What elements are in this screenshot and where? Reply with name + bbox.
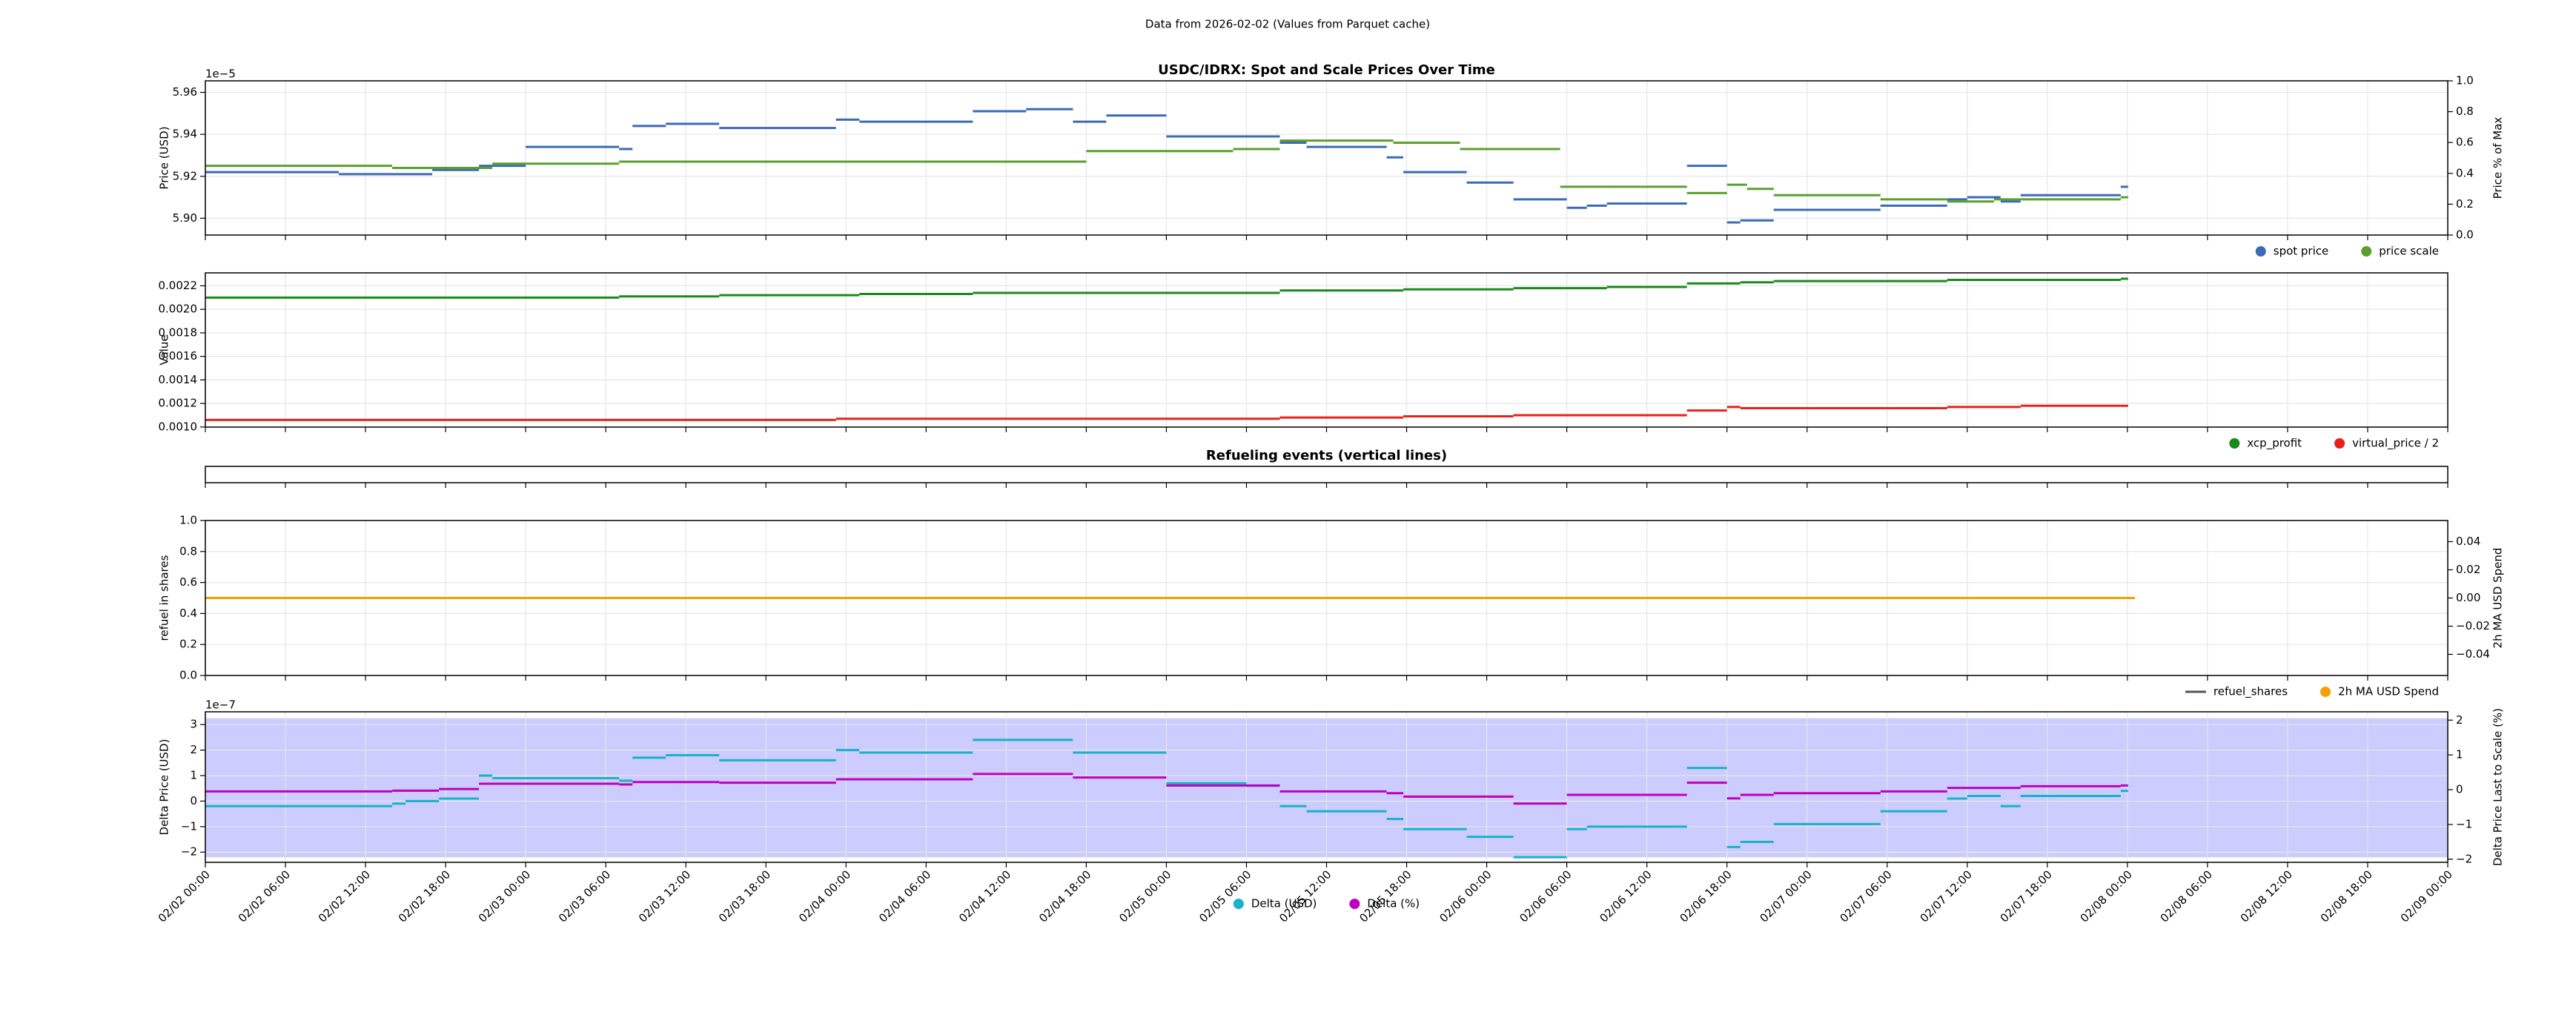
y-offset-label: 1e−7	[205, 698, 236, 712]
y2-tick-label: 0.00	[2456, 591, 2480, 604]
legend-key	[2255, 246, 2266, 257]
y-tick-label: −2	[181, 845, 197, 859]
legend-key	[1349, 899, 1360, 909]
y2-tick-label: 0.02	[2456, 563, 2480, 576]
y2-tick-label: −0.02	[2456, 619, 2490, 632]
x-tick-label: 02/03 12:00	[636, 868, 693, 925]
axes-frame	[205, 466, 2448, 483]
x-tick-label: 02/08 18:00	[2318, 868, 2375, 925]
y2-axis-label: Price % of Max	[2491, 117, 2505, 199]
y-tick-label: 2	[190, 743, 197, 756]
x-tick-label: 02/07 00:00	[1757, 868, 1814, 925]
y-tick-label: −1	[181, 819, 197, 833]
x-tick-label: 02/03 00:00	[476, 868, 533, 925]
y-tick-label: 0.4	[179, 607, 197, 620]
y2-tick-label: 1	[2456, 748, 2463, 761]
y-tick-label: 0	[190, 794, 197, 807]
y-axis-label: Price (USD)	[158, 126, 171, 189]
legend-label: Delta (USD)	[1251, 897, 1317, 911]
x-tick-label: 02/08 12:00	[2238, 868, 2295, 925]
legend-key	[2229, 438, 2240, 449]
axes-title: USDC/IDRX: Spot and Scale Prices Over Ti…	[1158, 62, 1495, 78]
legend-key	[2361, 246, 2372, 257]
y-tick-label: 5.90	[173, 211, 197, 225]
x-tick-label: 02/07 12:00	[1918, 868, 1975, 925]
y-tick-label: 0.0016	[159, 349, 198, 363]
x-tick-label: 02/03 06:00	[556, 868, 613, 925]
y-axis-label: Value	[158, 334, 171, 365]
legend-key	[2320, 687, 2331, 697]
y2-axis-label: 2h MA USD Spend	[2491, 548, 2505, 649]
y2-tick-label: 0.8	[2456, 105, 2474, 118]
y2-tick-label: 0.2	[2456, 197, 2474, 211]
x-tick-label: 02/09 00:00	[2398, 868, 2455, 925]
y-tick-label: 0.0012	[159, 397, 198, 410]
x-tick-label: 02/04 12:00	[956, 868, 1013, 925]
y-tick-label: 0.0010	[159, 420, 198, 433]
y-tick-label: 0.6	[179, 575, 197, 589]
figure-title: Data from 2026-02-02 (Values from Parque…	[1145, 18, 1430, 31]
y2-tick-label: 0.6	[2456, 136, 2474, 149]
y2-tick-label: 0.04	[2456, 535, 2480, 548]
legend-key	[1233, 899, 1244, 909]
y-axis-label: Delta Price (USD)	[158, 739, 171, 836]
y2-tick-label: −2	[2456, 852, 2472, 865]
y-tick-label: 3	[190, 718, 197, 731]
x-tick-label: 02/02 12:00	[316, 868, 373, 925]
legend-label: Delta (%)	[1367, 897, 1420, 911]
x-tick-label: 02/02 06:00	[236, 868, 293, 925]
y-tick-label: 1.0	[179, 514, 197, 527]
y-tick-label: 0.0014	[159, 373, 198, 386]
x-tick-label: 02/07 18:00	[1998, 868, 2055, 925]
axes-frame	[205, 520, 2448, 676]
y2-tick-label: −0.04	[2456, 647, 2490, 661]
x-tick-label: 02/03 18:00	[716, 868, 773, 925]
x-tick-label: 02/06 06:00	[1517, 868, 1574, 925]
axes-frame	[205, 80, 2448, 236]
x-tick-label: 02/05 06:00	[1196, 868, 1254, 925]
legend-key	[2334, 438, 2345, 449]
x-tick-label: 02/08 00:00	[2078, 868, 2135, 925]
y-tick-label: 5.94	[173, 128, 197, 141]
y-offset-label: 1e−5	[205, 67, 236, 81]
x-tick-label: 02/04 00:00	[796, 868, 853, 925]
x-tick-label: 02/04 06:00	[876, 868, 933, 925]
legend-label: spot price	[2274, 245, 2329, 258]
y2-tick-label: 0	[2456, 783, 2463, 796]
x-tick-label: 02/02 00:00	[156, 868, 213, 925]
y-tick-label: 5.96	[173, 85, 197, 99]
y2-tick-label: 0.4	[2456, 166, 2474, 179]
y-tick-label: 0.2	[179, 638, 197, 651]
axes-frame	[205, 272, 2448, 428]
x-tick-label: 02/06 00:00	[1437, 868, 1494, 925]
x-tick-label: 02/07 06:00	[1838, 868, 1895, 925]
x-tick-label: 02/04 18:00	[1036, 868, 1093, 925]
x-tick-label: 02/05 00:00	[1116, 868, 1173, 925]
y-tick-label: 0.0022	[159, 279, 198, 292]
y-tick-label: 0.0	[179, 669, 197, 682]
axes-frame	[205, 711, 2448, 863]
legend-label: virtual_price / 2	[2352, 437, 2439, 451]
x-tick-label: 02/06 12:00	[1597, 868, 1654, 925]
y2-tick-label: −1	[2456, 817, 2472, 830]
y-tick-label: 5.92	[173, 169, 197, 182]
x-tick-label: 02/02 18:00	[396, 868, 453, 925]
legend-label: xcp_profit	[2247, 437, 2302, 451]
y2-tick-label: 2	[2456, 713, 2463, 727]
y-tick-label: 1	[190, 769, 197, 782]
y2-tick-label: 0.0	[2456, 228, 2474, 242]
legend-label: 2h MA USD Spend	[2338, 685, 2439, 698]
x-tick-label: 02/08 06:00	[2158, 868, 2215, 925]
y-tick-label: 0.0018	[159, 326, 198, 339]
y-axis-label: refuel in shares	[158, 555, 171, 641]
x-tick-label: 02/06 18:00	[1677, 868, 1734, 925]
y-tick-label: 0.0020	[159, 303, 198, 316]
axes-title: Refueling events (vertical lines)	[1206, 448, 1447, 463]
y2-tick-label: 1.0	[2456, 74, 2474, 87]
legend-label: refuel_shares	[2214, 685, 2288, 699]
y-tick-label: 0.8	[179, 544, 197, 558]
legend-label: price scale	[2379, 245, 2439, 258]
y2-axis-label: Delta Price Last to Scale (%)	[2491, 708, 2505, 866]
